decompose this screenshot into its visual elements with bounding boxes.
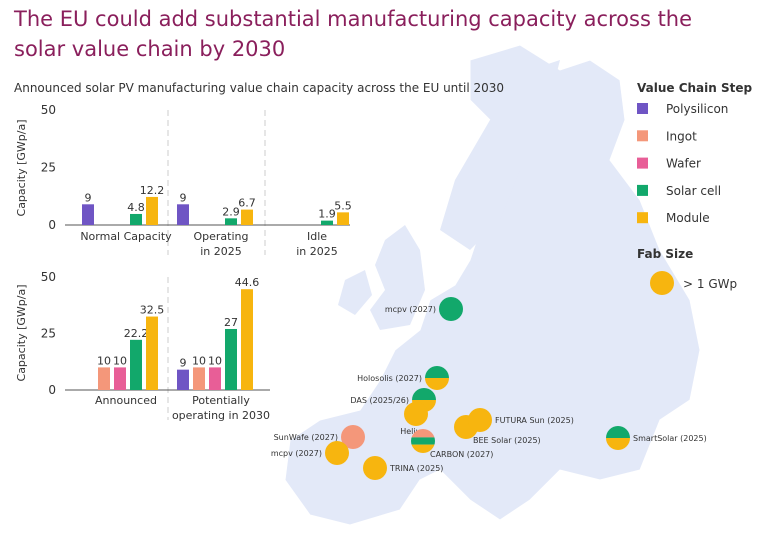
fab-label: CARBON (2027) [430,450,493,459]
fab-label: BEE Solar (2025) [473,436,541,445]
y-tick-label: 25 [41,327,56,341]
bar-module [337,212,349,225]
fab-marker: mcpv (2027) [385,297,463,321]
x-tick-label: Operating [194,230,249,243]
bar-module [146,196,158,225]
fab-label: SmartSolar (2025) [633,434,707,443]
data-label: 12.2 [140,184,165,197]
data-label: 2.9 [222,205,240,218]
y-tick-label: 0 [48,218,56,232]
fab-label: Heliup [400,427,426,436]
data-label: 1.9 [318,208,336,221]
y-axis-label: Capacity [GWp/a] [15,120,28,217]
fab-marker: SmartSolar (2025) [606,426,707,450]
y-tick-label: 50 [41,103,56,117]
data-label: 9 [85,191,92,204]
fab-label: SunWafe (2027) [274,433,338,442]
x-tick-label: Potentially [192,394,250,407]
x-tick-label: operating in 2030 [172,409,270,422]
x-tick-label: Idle [307,230,327,243]
bar-polysilicon [177,369,189,390]
fab-label: FUTURA Sun (2025) [495,416,574,425]
data-label: 27 [224,316,238,329]
legend-label: Ingot [666,129,697,143]
bar-polysilicon [177,204,189,225]
page-title: The EU could add substantial manufacturi… [14,7,693,61]
fab-marker: Heliup [400,402,428,436]
fab-size-title: Fab Size [637,247,693,261]
data-label: 10 [113,354,127,367]
x-tick-label: Normal Capacity [80,230,172,243]
data-label: 9 [180,357,187,370]
bar-solar-cell [130,339,142,390]
bar-polysilicon [82,204,94,225]
data-label: 10 [192,354,206,367]
y-tick-label: 0 [48,383,56,397]
scandinavia [440,60,560,250]
legend-swatch [637,103,648,114]
fab-marker: CARBON (2027) [411,429,493,459]
fab-label: mcpv (2027) [271,449,322,458]
bar-module [241,289,253,390]
bar-solar-cell [225,218,237,225]
fab-label: TRINA (2025) [389,464,443,473]
data-label: 44.6 [235,276,260,289]
chart-subtitle: Announced solar PV manufacturing value c… [14,81,504,95]
bar-ingot [98,367,110,390]
data-label: 22.2 [124,327,149,340]
data-label: 6.7 [238,197,256,210]
ireland [338,270,372,315]
british-isles [370,225,425,330]
y-axis-label: Capacity [GWp/a] [15,285,28,382]
bar-wafer [114,367,126,390]
legend-swatch [637,184,648,196]
bar-solar-cell [321,220,333,225]
data-label: 10 [97,354,111,367]
bar-wafer [209,367,221,390]
fab-size-label: > 1 GWp [683,277,737,291]
legend-title: Value Chain Step [637,81,753,95]
y-tick-label: 25 [41,161,56,175]
bar-module [241,209,253,225]
legend-swatch [637,157,648,169]
data-label: 10 [208,354,222,367]
legend-swatch [637,130,648,142]
data-label: 32.5 [140,304,165,317]
bar-solar-cell [130,213,142,225]
europe-landmass [284,44,701,526]
legend: Value Chain Step Polysilicon Ingot Wafer So… [637,81,753,295]
x-tick-label: in 2025 [200,245,242,258]
fab-marker: TRINA (2025) [363,456,443,480]
data-label: 9 [180,191,187,204]
fab-label: Holosolis (2027) [357,374,422,383]
legend-label: Solar cell [666,184,721,198]
x-tick-label: Announced [95,394,157,407]
x-tick-label: in 2025 [296,245,338,258]
fab-marker: mcpv (2027) [271,441,349,465]
bar-module [146,316,158,390]
fab-marker: FUTURA Sun (2025) [468,408,574,432]
bar-solar-cell [225,328,237,390]
fab-label: mcpv (2027) [385,305,436,314]
y-tick-label: 50 [41,270,56,284]
legend-label: Polysilicon [666,102,728,116]
bar-ingot [193,367,205,390]
legend-label: Wafer [666,157,701,171]
legend-label: Module [666,211,710,225]
data-label: 5.5 [334,199,352,212]
data-label: 4.8 [127,201,145,214]
fab-marker: Holosolis (2027) [357,366,449,390]
fab-label: DAS (2025/26) [350,396,409,405]
fab-size-marker [650,271,674,295]
legend-swatch [637,212,648,224]
